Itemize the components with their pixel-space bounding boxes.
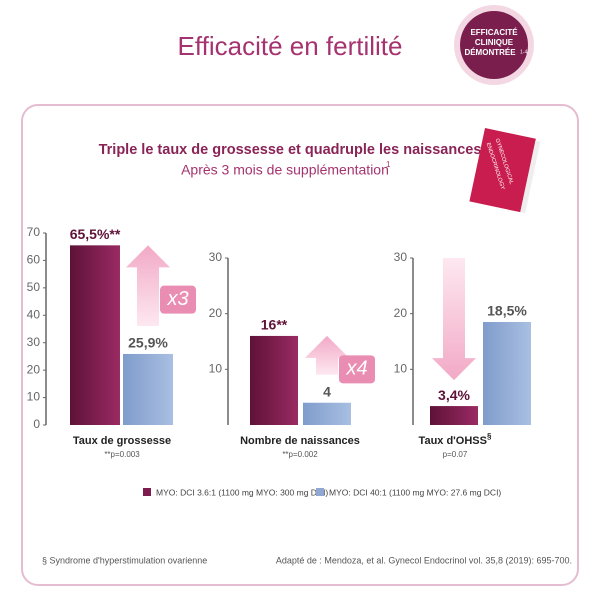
value-label: 65,5%** xyxy=(70,226,121,242)
y-tick-label: 20 xyxy=(27,362,41,376)
value-label: 4 xyxy=(323,383,331,399)
bar xyxy=(123,353,173,425)
multiplier: x4 xyxy=(345,358,367,380)
y-tick-label: 0 xyxy=(33,417,40,431)
y-tick-label: 20 xyxy=(394,306,408,320)
value-label: 18,5% xyxy=(487,303,527,319)
book: GYNECOLOGICAL ENDOCRINOLOGY xyxy=(469,128,541,214)
x-axis-label: Taux de grossesse xyxy=(73,435,171,447)
arrow xyxy=(126,245,170,326)
y-tick-label: 30 xyxy=(394,250,408,264)
bar xyxy=(483,322,531,425)
source: Adapté de : Mendoza, et al. Gynecol Endo… xyxy=(276,555,572,565)
bar xyxy=(250,335,298,425)
frame xyxy=(21,104,579,586)
legend-swatch xyxy=(316,488,324,496)
bar xyxy=(430,406,478,425)
badge-text: DÉMONTRÉE xyxy=(464,48,516,57)
badge-text: EFFICACITÉ xyxy=(470,28,518,37)
legend-label: MYO: DCI 40:1 (1100 mg MYO: 27.6 mg DCI) xyxy=(329,487,501,497)
y-tick-label: 30 xyxy=(209,250,223,264)
value-label: 3,4% xyxy=(438,387,470,403)
x-axis-label-text: Taux d'OHSS xyxy=(419,435,487,447)
value-label: 16** xyxy=(261,317,288,333)
legend-label: MYO: DCI 3.6:1 (1100 mg MYO: 300 mg DCI) xyxy=(156,487,328,497)
footnote: § Syndrome d'hyperstimulation ovarienne xyxy=(42,555,207,565)
y-tick-label: 10 xyxy=(394,362,408,376)
p-value-note: p=0.07 xyxy=(443,450,468,459)
value-label: 25,9% xyxy=(128,335,168,351)
multiplier-box xyxy=(339,355,375,384)
bar xyxy=(70,245,120,425)
y-tick-label: 10 xyxy=(27,390,41,404)
y-tick-label: 20 xyxy=(209,306,223,320)
subheadline: Après 3 mois de supplémentation xyxy=(181,162,389,178)
x-axis-label: Nombre de naissances xyxy=(240,435,360,447)
p-value-note: **p=0.003 xyxy=(104,450,140,459)
y-tick-label: 30 xyxy=(27,335,41,349)
headline: Triple le taux de grossesse et quadruple… xyxy=(99,142,482,158)
bar xyxy=(303,402,351,425)
badge xyxy=(460,11,528,79)
legend-swatch xyxy=(143,488,151,496)
p-value-note: **p=0.002 xyxy=(282,450,318,459)
page-title: Efficacité en fertilité xyxy=(178,31,403,61)
multiplier: x3 xyxy=(166,288,188,310)
subheadline-ref: 1 xyxy=(386,160,391,169)
y-tick-label: 70 xyxy=(27,225,41,239)
x-axis-label-text: Taux de grossesse xyxy=(73,435,171,447)
multiplier-box xyxy=(160,285,196,314)
y-tick-label: 40 xyxy=(27,307,41,321)
y-tick-label: 60 xyxy=(27,253,41,267)
x-axis-label-sup: § xyxy=(487,432,492,441)
arrow xyxy=(305,335,349,375)
book-pages xyxy=(520,140,541,214)
arrow xyxy=(432,258,476,381)
x-axis-label-text: Nombre de naissances xyxy=(240,435,360,447)
y-tick-label: 10 xyxy=(209,362,223,376)
x-axis-label: Taux d'OHSS§ xyxy=(419,432,492,447)
badge-ref: 1-4 xyxy=(520,49,527,55)
book-cover xyxy=(469,128,536,213)
badge-text: CLINIQUE xyxy=(475,38,514,47)
y-tick-label: 50 xyxy=(27,280,41,294)
